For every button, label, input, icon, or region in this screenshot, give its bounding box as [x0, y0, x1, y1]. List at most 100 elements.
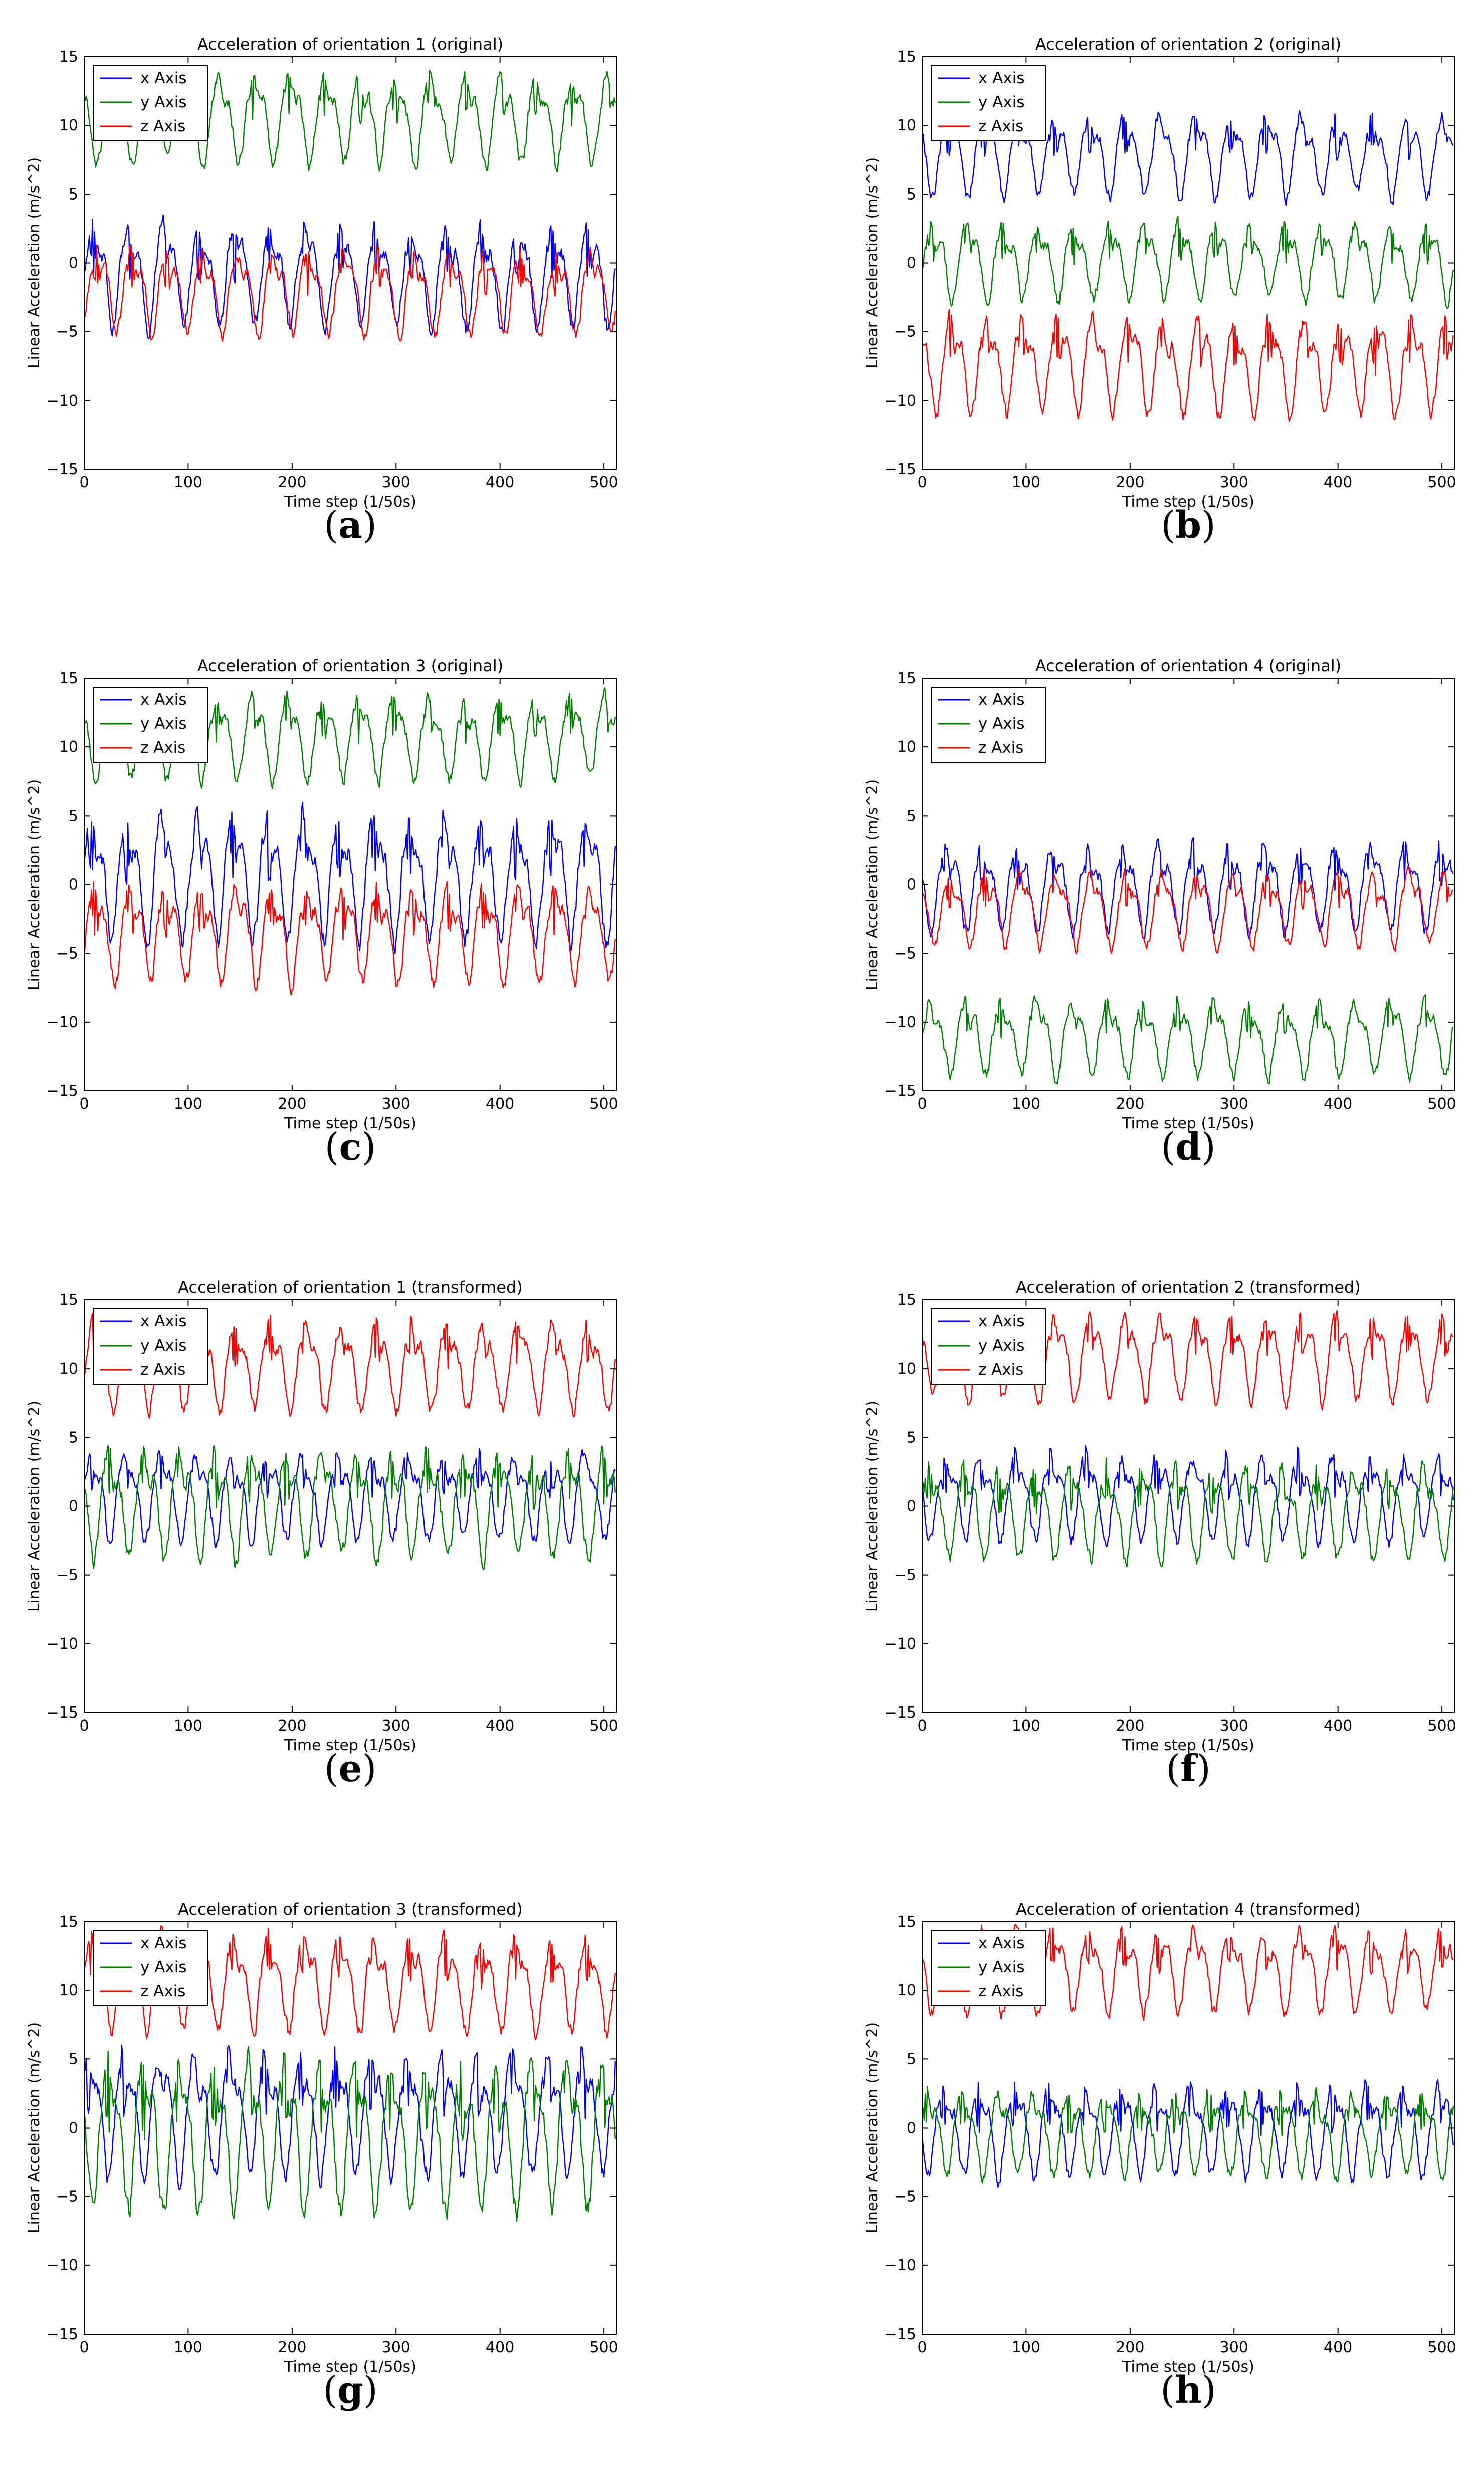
x-tick-label: 400 — [1324, 1717, 1352, 1735]
x-tick-label: 200 — [1116, 2339, 1144, 2356]
y-tick-label: −15 — [47, 1704, 78, 1722]
x-tick-label: 400 — [486, 2339, 514, 2356]
y-axis-label: Linear Acceleration (m/s^2) — [864, 1401, 881, 1612]
y-axis-label: Linear Acceleration (m/s^2) — [26, 157, 43, 368]
y-tick-label: 10 — [897, 117, 916, 134]
y-tick-label: 10 — [897, 1360, 916, 1378]
x-tick-label: 0 — [79, 2339, 89, 2356]
legend-label: z Axis — [140, 1982, 185, 2000]
legend: x Axis y Axis z Axis — [931, 1930, 1046, 2006]
y-tick-label: −5 — [894, 1567, 916, 1584]
x-tick-label: 200 — [278, 2339, 306, 2356]
chart-panel-f: Acceleration of orientation 2 (transform… — [864, 1278, 1456, 1754]
legend-label: x Axis — [140, 1312, 187, 1331]
x-tick-label: 200 — [278, 1095, 306, 1113]
x-tick-label: 300 — [382, 474, 410, 491]
legend-label: x Axis — [978, 69, 1025, 87]
x-tick-label: 300 — [382, 1095, 410, 1113]
legend-label: z Axis — [978, 1361, 1023, 1379]
legend: x Axis y Axis z Axis — [93, 1308, 208, 1385]
legend: x Axis y Axis z Axis — [93, 1930, 208, 2006]
x-tick-label: 0 — [79, 474, 89, 491]
y-tick-label: −5 — [894, 2188, 916, 2206]
y-tick-label: −5 — [56, 945, 78, 963]
x-tick-label: 500 — [589, 2339, 618, 2356]
legend-label: x Axis — [140, 1934, 187, 1952]
x-tick-label: 500 — [1427, 474, 1456, 491]
chart-title: Acceleration of orientation 3 (transform… — [178, 1900, 523, 1919]
y-tick-label: −15 — [47, 461, 78, 478]
x-tick-label: 0 — [917, 1095, 927, 1113]
y-axis-label: Linear Acceleration (m/s^2) — [26, 2022, 43, 2233]
legend-label: y Axis — [978, 715, 1025, 733]
series-line-x-axis — [84, 801, 616, 954]
x-tick-label: 0 — [917, 2339, 927, 2356]
x-tick-label: 200 — [1116, 1717, 1144, 1735]
legend-label: y Axis — [140, 715, 187, 733]
series-line-x-axis — [84, 2044, 616, 2191]
x-tick-label: 200 — [1116, 1095, 1144, 1113]
y-tick-label: −10 — [47, 1635, 78, 1653]
x-tick-label: 0 — [79, 1095, 89, 1113]
legend-label: y Axis — [978, 1958, 1025, 1976]
x-axis-label: Time step (1/50s) — [1122, 493, 1254, 511]
legend-label: z Axis — [978, 739, 1023, 757]
legend-label: x Axis — [140, 691, 187, 709]
x-tick-label: 500 — [589, 1717, 618, 1735]
chart-panel-a: Acceleration of orientation 1 (original)… — [26, 35, 618, 511]
legend-label: z Axis — [140, 1361, 185, 1379]
y-axis-label: Linear Acceleration (m/s^2) — [864, 2022, 881, 2233]
legend-label: z Axis — [140, 117, 185, 135]
y-tick-label: 5 — [907, 1429, 916, 1446]
legend-label: x Axis — [978, 1934, 1025, 1952]
y-tick-label: 0 — [69, 1498, 78, 1515]
series-line-y-axis — [922, 216, 1454, 309]
y-tick-label: −5 — [894, 323, 916, 341]
y-tick-label: 15 — [59, 1291, 78, 1309]
y-tick-label: 5 — [907, 2050, 916, 2068]
y-tick-label: 5 — [69, 807, 78, 825]
y-tick-label: 0 — [907, 876, 916, 894]
y-tick-label: −10 — [47, 1014, 78, 1031]
x-tick-label: 300 — [382, 2339, 410, 2356]
legend-label: z Axis — [978, 117, 1023, 135]
panel-caption: (a) — [324, 504, 377, 547]
y-tick-label: −15 — [47, 1082, 78, 1100]
x-axis-label: Time step (1/50s) — [1122, 1737, 1254, 1754]
legend-label: y Axis — [140, 93, 187, 111]
x-tick-label: 500 — [589, 1095, 618, 1113]
series-line-x-axis — [922, 2079, 1454, 2188]
y-tick-label: 15 — [897, 48, 916, 66]
series-line-z-axis — [922, 866, 1454, 954]
y-tick-label: 15 — [897, 1291, 916, 1309]
chart-panel-h: Acceleration of orientation 4 (transform… — [864, 1900, 1456, 2376]
chart-title: Acceleration of orientation 1 (original) — [197, 35, 503, 54]
series-line-z-axis — [922, 309, 1454, 422]
x-tick-label: 100 — [1012, 2339, 1040, 2356]
y-axis-label: Linear Acceleration (m/s^2) — [26, 779, 43, 990]
chart-title: Acceleration of orientation 3 (original) — [197, 656, 503, 675]
x-tick-label: 200 — [278, 1717, 306, 1735]
chart-panel-b: Acceleration of orientation 2 (original)… — [864, 35, 1456, 511]
series-line-z-axis — [84, 244, 616, 342]
x-tick-label: 300 — [1220, 1095, 1248, 1113]
x-tick-label: 300 — [1220, 474, 1248, 491]
chart-title: Acceleration of orientation 2 (transform… — [1016, 1278, 1361, 1297]
chart-panel-c: Acceleration of orientation 3 (original)… — [26, 656, 618, 1132]
panel-caption: (d) — [1161, 1125, 1216, 1169]
y-tick-label: 15 — [59, 670, 78, 687]
x-tick-label: 400 — [486, 1717, 514, 1735]
panel-caption: (h) — [1160, 2369, 1216, 2412]
x-tick-label: 400 — [1324, 474, 1352, 491]
legend-label: y Axis — [978, 93, 1025, 111]
y-axis-label: Linear Acceleration (m/s^2) — [26, 1401, 43, 1612]
chart-title: Acceleration of orientation 1 (transform… — [178, 1278, 523, 1297]
y-tick-label: −15 — [885, 461, 916, 478]
legend: x Axis y Axis z Axis — [931, 65, 1046, 141]
legend-label: z Axis — [978, 1982, 1023, 2000]
y-tick-label: 15 — [59, 1913, 78, 1931]
panel-caption: (f) — [1166, 1747, 1211, 1790]
y-axis-label: Linear Acceleration (m/s^2) — [864, 779, 881, 990]
y-tick-label: 5 — [69, 2050, 78, 2068]
x-axis-label: Time step (1/50s) — [284, 2358, 416, 2376]
